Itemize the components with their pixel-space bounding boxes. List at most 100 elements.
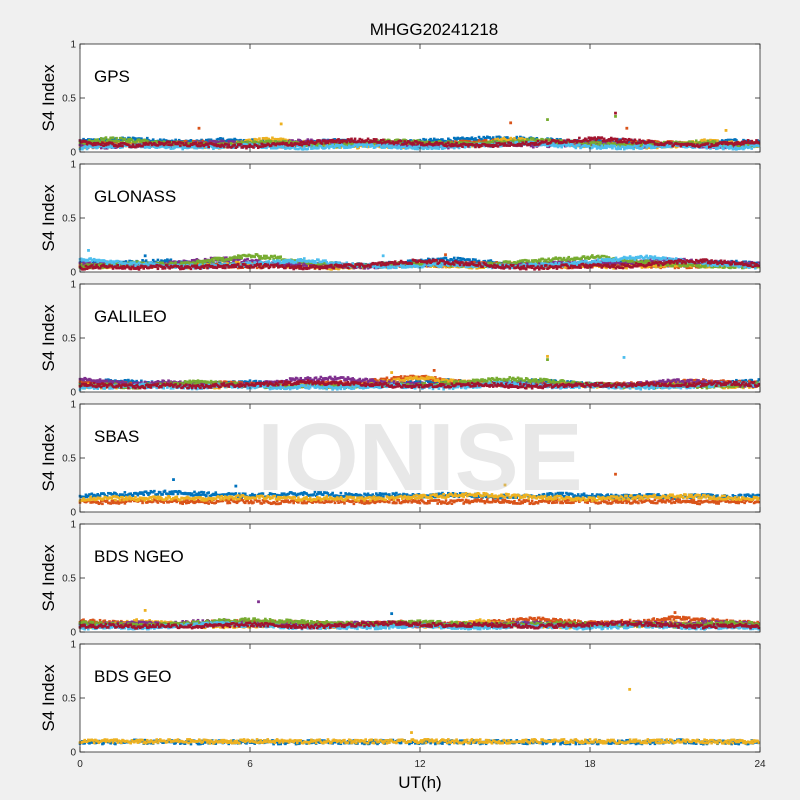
data-point — [167, 143, 170, 147]
data-point — [271, 136, 274, 140]
data-point — [324, 146, 327, 150]
data-point — [534, 141, 537, 145]
data-point — [444, 142, 448, 146]
data-point — [689, 144, 692, 148]
data-point — [474, 145, 477, 149]
data-point — [578, 143, 581, 147]
data-point — [367, 142, 371, 146]
data-point — [563, 142, 567, 146]
data-point — [391, 140, 395, 143]
data-point — [451, 259, 455, 263]
data-point — [521, 139, 525, 142]
data-point — [194, 141, 197, 145]
data-point — [618, 142, 621, 146]
data-point — [437, 147, 441, 150]
data-point — [454, 145, 457, 149]
data-point — [465, 143, 469, 146]
data-point — [114, 139, 117, 143]
data-point — [468, 140, 471, 143]
data-point — [356, 145, 359, 149]
data-point — [235, 145, 239, 149]
data-point — [357, 139, 360, 143]
data-point — [320, 142, 324, 145]
data-point — [600, 144, 604, 148]
data-point — [447, 146, 450, 150]
data-point — [380, 146, 384, 149]
data-point — [740, 140, 744, 144]
data-point — [110, 139, 114, 143]
data-point — [281, 137, 285, 141]
data-point — [412, 143, 416, 146]
data-point — [233, 140, 236, 144]
data-point — [625, 146, 628, 150]
data-point — [473, 140, 476, 144]
data-point — [267, 139, 271, 143]
data-point — [265, 146, 268, 150]
data-point — [470, 136, 474, 139]
data-point — [229, 142, 233, 145]
data-point — [90, 138, 94, 142]
data-point — [397, 144, 401, 148]
data-point — [98, 140, 102, 144]
data-point — [379, 138, 383, 142]
data-point — [679, 144, 683, 148]
outlier-point — [546, 118, 549, 121]
data-point — [619, 139, 622, 142]
data-point — [426, 147, 430, 150]
data-point — [297, 147, 300, 151]
data-point — [665, 143, 669, 147]
data-point — [457, 141, 461, 144]
data-point — [724, 144, 728, 147]
data-point — [209, 144, 213, 147]
data-point — [556, 139, 560, 143]
data-point — [389, 144, 392, 147]
data-point — [503, 142, 507, 145]
data-point — [174, 138, 177, 142]
data-point — [582, 138, 586, 142]
data-point — [273, 137, 277, 141]
data-point — [460, 259, 463, 263]
data-point — [495, 135, 499, 139]
data-point — [543, 143, 547, 147]
data-point — [181, 141, 185, 145]
data-point — [327, 146, 331, 150]
data-point — [170, 143, 174, 146]
data-point — [85, 147, 89, 151]
data-point — [424, 138, 428, 142]
data-point — [617, 145, 620, 149]
data-point — [234, 138, 238, 142]
data-point — [634, 144, 638, 148]
data-point — [255, 138, 259, 142]
data-point — [594, 144, 598, 148]
data-point — [480, 137, 483, 141]
data-point — [120, 142, 123, 145]
panel-background — [80, 44, 760, 152]
data-point — [190, 143, 194, 147]
data-point — [728, 147, 731, 150]
data-point — [630, 138, 633, 142]
data-point — [628, 145, 632, 148]
data-point — [508, 144, 512, 147]
data-point — [399, 147, 403, 150]
data-point — [274, 140, 278, 143]
data-point — [637, 141, 640, 145]
data-point — [598, 138, 601, 142]
data-point — [748, 145, 751, 149]
data-point — [148, 146, 151, 149]
data-point — [710, 143, 713, 146]
data-point — [595, 147, 599, 150]
data-point — [306, 147, 310, 151]
data-point — [161, 142, 164, 145]
data-point — [506, 136, 509, 139]
data-point — [595, 140, 599, 144]
data-point — [506, 144, 509, 147]
data-point — [552, 142, 555, 145]
data-point — [177, 145, 181, 149]
data-point — [248, 138, 252, 142]
data-point — [528, 143, 532, 146]
data-point — [219, 137, 222, 140]
data-point — [496, 137, 500, 141]
data-point — [477, 259, 481, 263]
data-point — [166, 258, 169, 261]
